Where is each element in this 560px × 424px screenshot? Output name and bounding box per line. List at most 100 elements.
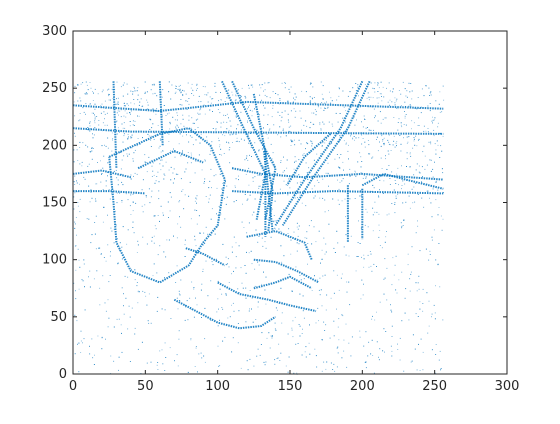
- data-point: [220, 195, 222, 197]
- data-point: [429, 250, 431, 252]
- data-point: [380, 93, 382, 95]
- data-point: [399, 337, 401, 339]
- data-point: [384, 277, 386, 279]
- data-point: [85, 92, 87, 94]
- data-point: [175, 128, 177, 130]
- data-point: [245, 272, 247, 274]
- data-point: [263, 361, 265, 363]
- data-point: [409, 153, 411, 155]
- data-point: [306, 174, 308, 176]
- data-point: [226, 121, 228, 123]
- data-point: [390, 345, 392, 347]
- data-point: [419, 172, 421, 174]
- data-point: [165, 161, 167, 163]
- data-point: [251, 297, 253, 299]
- data-point: [196, 202, 197, 204]
- data-point: [421, 181, 422, 183]
- data-point: [419, 108, 421, 109]
- data-point: [240, 267, 242, 269]
- data-point: [161, 349, 163, 351]
- data-point: [271, 335, 273, 336]
- data-point: [130, 90, 132, 92]
- data-point: [274, 322, 276, 324]
- data-point: [400, 150, 402, 152]
- data-point: [129, 112, 131, 113]
- data-point: [168, 81, 170, 83]
- data-point: [320, 153, 322, 155]
- data-point: [277, 357, 279, 359]
- data-point: [409, 278, 411, 280]
- data-point: [351, 336, 353, 338]
- data-point: [196, 195, 198, 197]
- data-point: [423, 206, 425, 208]
- data-point: [250, 133, 251, 134]
- data-point: [132, 210, 134, 212]
- data-point: [274, 363, 276, 365]
- data-point: [218, 365, 220, 367]
- edge-stroke-gripper-fingers: [253, 275, 313, 290]
- data-point: [130, 137, 132, 139]
- data-point: [436, 140, 438, 142]
- data-point: [94, 127, 96, 129]
- data-point: [74, 227, 76, 229]
- data-point: [90, 189, 92, 191]
- data-point: [279, 188, 281, 190]
- data-point: [220, 148, 222, 150]
- data-point: [197, 118, 199, 120]
- data-point: [235, 95, 237, 97]
- data-point: [439, 91, 441, 93]
- data-point: [162, 212, 164, 214]
- data-point: [303, 278, 305, 280]
- data-point: [75, 245, 77, 247]
- data-point: [291, 329, 293, 331]
- data-point: [94, 116, 96, 118]
- data-point: [376, 97, 378, 99]
- data-point: [99, 247, 101, 249]
- data-point: [252, 86, 254, 88]
- data-point: [322, 197, 324, 199]
- data-point: [309, 83, 311, 85]
- data-point: [202, 244, 204, 246]
- data-point: [83, 176, 85, 178]
- data-point: [365, 367, 367, 369]
- data-point: [191, 117, 193, 119]
- data-point: [383, 96, 385, 98]
- data-point: [111, 230, 113, 232]
- data-point: [110, 355, 112, 357]
- data-point: [381, 168, 383, 169]
- data-point: [79, 163, 81, 165]
- data-point: [120, 116, 122, 118]
- data-point: [116, 202, 118, 204]
- data-point: [419, 370, 421, 371]
- data-point: [326, 294, 328, 296]
- data-point: [175, 85, 177, 87]
- data-point: [142, 137, 143, 139]
- data-point: [152, 93, 154, 95]
- data-point: [435, 100, 437, 102]
- data-point: [297, 235, 299, 237]
- data-point: [314, 348, 316, 350]
- data-point: [229, 134, 231, 136]
- data-point: [152, 108, 154, 110]
- data-point: [435, 181, 437, 183]
- data-point: [204, 94, 206, 96]
- data-point: [318, 174, 319, 176]
- data-point: [251, 110, 253, 112]
- data-point: [417, 220, 418, 222]
- data-point: [261, 332, 263, 334]
- data-point: [300, 117, 302, 119]
- data-point: [132, 158, 134, 160]
- data-point: [184, 194, 186, 196]
- data-point: [208, 201, 210, 203]
- data-point: [226, 141, 227, 143]
- data-point: [258, 264, 260, 266]
- data-point: [422, 303, 424, 304]
- data-point: [247, 120, 248, 122]
- data-point: [231, 134, 233, 136]
- data-point: [245, 173, 247, 175]
- data-point: [180, 91, 182, 93]
- data-point: [176, 265, 178, 267]
- data-point: [181, 104, 183, 106]
- data-point: [235, 178, 237, 180]
- data-point: [414, 201, 416, 203]
